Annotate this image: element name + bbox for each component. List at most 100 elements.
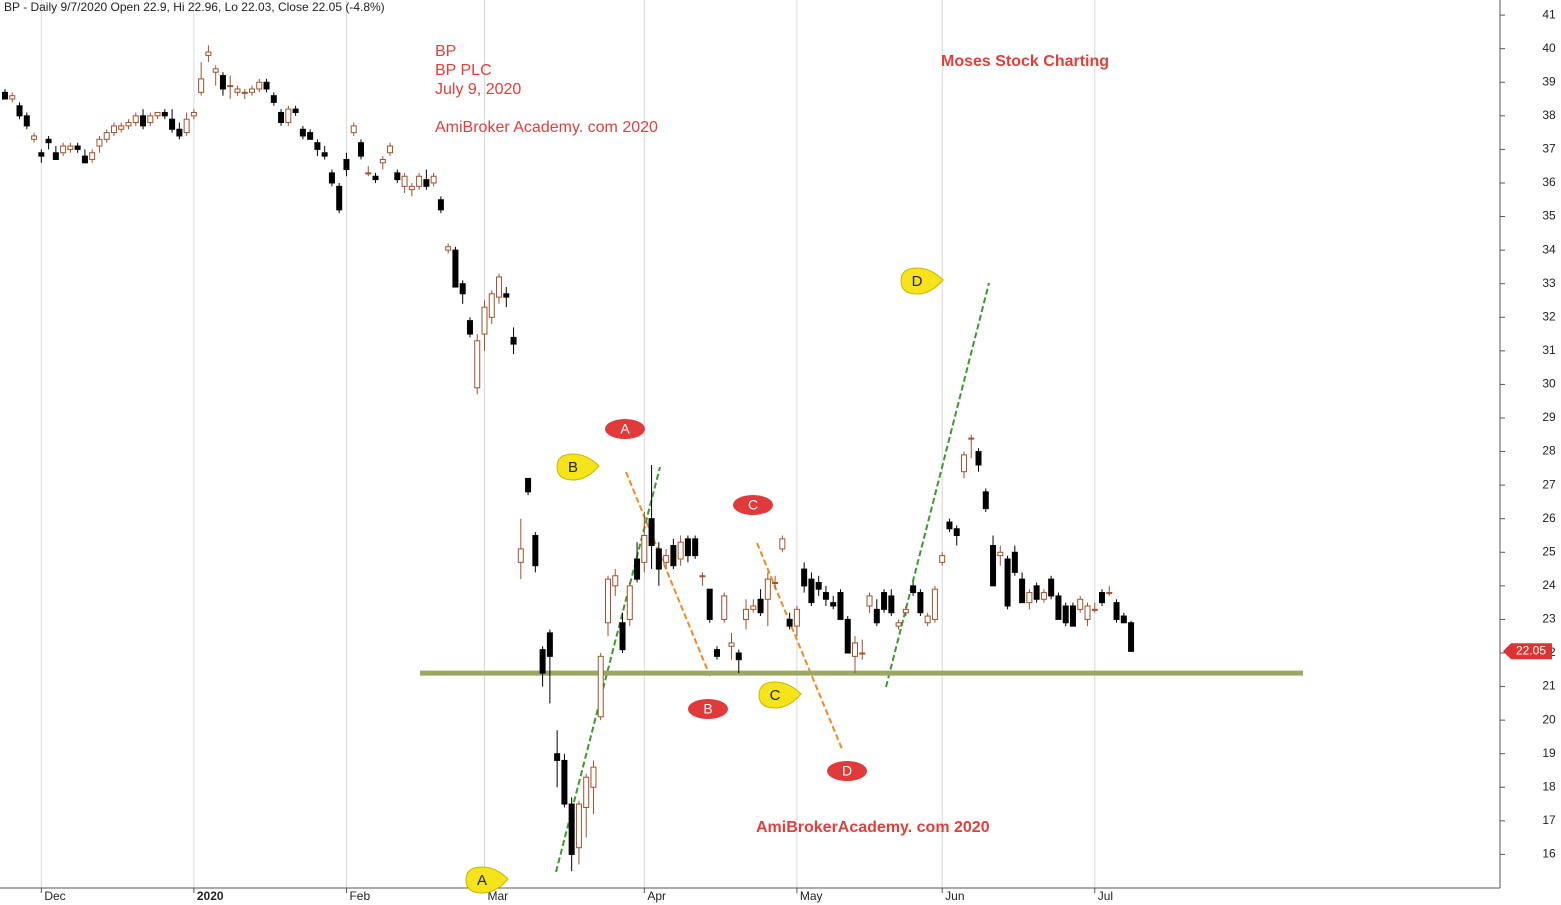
candle-body <box>982 491 989 510</box>
candle-body <box>118 125 125 130</box>
candle-body <box>815 581 822 590</box>
candle-body <box>1077 598 1084 610</box>
candle-body <box>902 608 909 614</box>
header: BP - Daily 9/7/2020 Open 22.9, Hi 22.96,… <box>4 0 385 14</box>
y-tick-label: 34 <box>1542 242 1556 256</box>
y-tick-label: 28 <box>1542 444 1556 458</box>
candle-body <box>154 111 161 117</box>
y-tick-label: 25 <box>1542 544 1556 558</box>
annotation: BP PLC <box>435 62 492 79</box>
candle-body <box>394 172 401 181</box>
candle-body <box>837 592 844 620</box>
candle-body <box>561 759 568 805</box>
candle-body <box>496 276 503 298</box>
annotation: July 9, 2020 <box>435 81 521 98</box>
candle-body <box>263 81 270 90</box>
candle-body <box>997 551 1004 557</box>
candle-body <box>1120 615 1127 624</box>
trendline <box>625 471 711 677</box>
candle-body <box>1055 595 1062 620</box>
candle-body <box>16 105 23 117</box>
candle-body <box>735 652 742 661</box>
yellow-marker-label: B <box>568 459 578 476</box>
candle-body <box>517 548 524 563</box>
candle-body <box>888 595 895 614</box>
candle-body <box>1019 578 1026 604</box>
y-tick-label: 16 <box>1542 847 1556 861</box>
candle-body <box>110 125 117 134</box>
candle-body <box>241 91 248 94</box>
candle-body <box>125 122 132 127</box>
candle-body <box>953 528 960 536</box>
candle-body <box>830 602 837 607</box>
candle-body <box>96 138 103 147</box>
annotation: BP <box>435 43 456 60</box>
y-tick-label: 39 <box>1542 74 1556 88</box>
candle-body <box>844 618 851 654</box>
candle-body <box>430 175 437 184</box>
y-tick-label: 41 <box>1542 7 1556 21</box>
candle-body <box>459 283 466 295</box>
candle-body <box>285 108 292 124</box>
candle-body <box>292 108 299 113</box>
yellow-marker <box>556 453 600 481</box>
annotation: Moses Stock Charting <box>941 53 1109 70</box>
candle-body <box>648 518 655 547</box>
y-tick-label: 23 <box>1542 612 1556 626</box>
candle-body <box>1084 605 1091 620</box>
candle-body <box>466 320 473 335</box>
candle-body <box>81 155 88 164</box>
candle-body <box>539 649 546 674</box>
candle-body <box>510 336 517 345</box>
candle-body <box>212 68 219 73</box>
candle-body <box>808 578 815 604</box>
y-tick-label: 19 <box>1542 746 1556 760</box>
candle-body <box>590 766 597 788</box>
candle-body <box>140 115 147 127</box>
candle-body <box>183 118 190 134</box>
candle-body <box>256 81 263 90</box>
candle-body <box>190 111 197 117</box>
trendlines <box>555 282 990 873</box>
candle-body <box>1048 578 1055 597</box>
candle-body <box>663 555 670 563</box>
red-marker <box>688 699 728 719</box>
candle-body <box>699 575 706 578</box>
yellow-marker-label: D <box>912 273 923 290</box>
candle-body <box>416 175 423 187</box>
candle-body <box>270 95 277 103</box>
candle-body <box>488 293 495 318</box>
y-tick-label: 27 <box>1542 477 1556 491</box>
y-tick-label: 31 <box>1542 343 1556 357</box>
candle-body <box>401 175 408 187</box>
x-tick-label: 2020 <box>197 889 224 903</box>
candle-body <box>873 608 880 624</box>
candle-body <box>1113 602 1120 620</box>
candle-body <box>743 608 750 620</box>
y-tick-label: 24 <box>1542 578 1556 592</box>
candle-body <box>45 138 52 144</box>
candle-body <box>968 437 975 440</box>
candle-body <box>1026 592 1033 604</box>
candle-body <box>307 132 314 140</box>
red-marker <box>733 495 773 515</box>
candle-body <box>852 642 859 657</box>
x-tick-label: May <box>800 889 823 903</box>
candle-body <box>692 538 699 557</box>
candle-body <box>728 642 735 647</box>
candle-body <box>437 199 444 211</box>
annotation: AmiBroker Academy. com 2020 <box>435 119 658 136</box>
candle-body <box>9 95 16 100</box>
y-tick-label: 21 <box>1542 679 1556 693</box>
y-tick-label: 40 <box>1542 41 1556 55</box>
candle-body <box>198 78 205 93</box>
candle-body <box>881 592 888 610</box>
yellow-marker-label: A <box>477 872 487 889</box>
price-tag <box>1503 643 1552 660</box>
y-tick-label: 36 <box>1542 175 1556 189</box>
candle-body <box>74 145 81 150</box>
candle-body <box>684 538 691 557</box>
candle-body <box>234 88 241 93</box>
candle-body <box>23 115 30 127</box>
candle-body <box>750 605 757 610</box>
